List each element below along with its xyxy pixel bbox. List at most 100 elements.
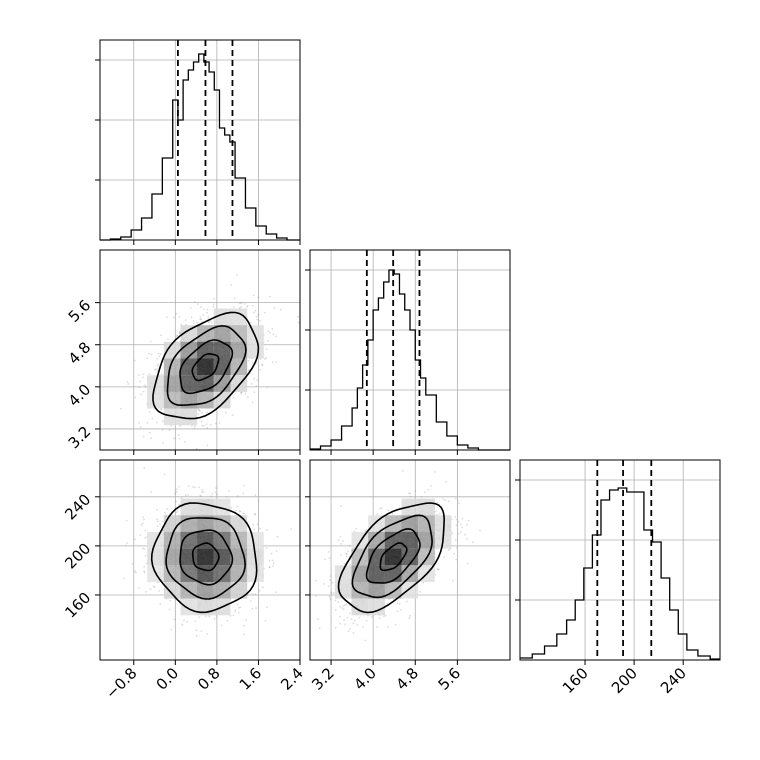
x-tick-label-1-3: 5.6 [435,664,465,694]
scatter-point [408,492,410,495]
density-cell [384,531,402,549]
scatter-point [208,615,211,618]
scatter-point [199,494,202,497]
scatter-point [398,603,401,605]
scatter-point [240,306,242,308]
scatter-point [238,510,241,512]
scatter-point [458,502,460,505]
density-cell [213,325,231,342]
scatter-point [138,374,140,376]
density-cell [163,391,181,409]
scatter-point [254,513,256,516]
scatter-point [144,529,147,532]
scatter-point [166,508,169,511]
scatter-point [271,327,274,330]
scatter-point [414,490,417,492]
contour-level-2 [351,514,433,599]
scatter-point [247,360,250,362]
scatter-point [153,368,156,371]
x-tick-label-0-3: 1.6 [236,664,266,694]
scatter-point [275,550,278,553]
scatter-point [329,575,332,577]
density-cell [213,565,231,582]
scatter-point [264,358,266,360]
scatter-point [199,318,202,321]
scatter-point [455,497,457,500]
scatter-point [178,316,181,318]
y-tick-label-1-0: 3.2 [65,423,95,453]
scatter-point [329,579,331,581]
scatter-point [255,385,258,387]
scatter-point [430,485,432,487]
scatter-point [206,427,209,429]
scatter-point [249,321,252,324]
density-cell [401,531,419,549]
scatter-point [453,552,455,555]
scatter-point [123,577,126,580]
scatter-point [246,593,249,596]
scatter-point [259,368,261,371]
scatter-point [206,411,208,414]
scatter-point [205,423,208,425]
scatter-point [253,528,256,531]
scatter-point [195,321,198,323]
scatter-point [140,393,143,396]
x-tick-label-2-0: 160 [559,664,592,697]
scatter-point [257,296,260,299]
scatter-point [197,408,200,411]
scatter-point [142,516,144,519]
scatter-point [239,510,242,513]
density-cell [230,325,248,342]
scatter-point [242,492,245,495]
scatter-point [134,396,137,399]
scatter-point [343,619,345,621]
scatter-point [169,599,172,602]
scatter-point [212,303,215,306]
scatter-point [269,331,272,334]
scatter-point [175,511,178,514]
scatter-point [208,321,211,323]
scatter-point [184,440,186,443]
contour-level-3 [337,502,446,614]
scatter-point [197,413,200,416]
scatter-point [150,353,153,356]
scatter-point [370,616,373,619]
scatter-point [240,392,242,395]
scatter-point [216,493,218,496]
scatter-point [196,322,199,325]
pair-content [120,274,300,450]
scatter-point [265,357,267,359]
scatter-point [175,500,177,503]
density-cell [368,565,385,582]
scatter-point [259,320,261,322]
scatter-point [272,361,274,364]
scatter-point [155,508,158,511]
scatter-point [424,491,426,494]
scatter-point [451,579,454,582]
scatter-point [162,529,164,532]
scatter-point [187,485,190,487]
y-tick-label-2-2: 240 [61,490,94,523]
scatter-point [142,376,144,379]
density-cell [213,341,231,359]
density-cell [180,408,198,426]
scatter-point [159,603,162,606]
scatter-point [365,619,368,622]
scatter-point [342,540,344,542]
scatter-point [124,544,127,547]
pair-panel-0-2 [95,459,301,665]
scatter-point [394,623,397,626]
hist-panel-2 [515,459,721,665]
density-cell [247,565,264,582]
contour-level-1 [179,529,234,586]
scatter-point [207,315,210,318]
scatter-point [256,379,259,382]
scatter-point [142,373,145,375]
scatter-point [376,513,379,516]
scatter-point [401,469,404,472]
scatter-point [380,507,383,509]
x-tick-label-0-2: 0.8 [194,664,224,694]
scatter-point [314,579,317,582]
scatter-point [466,523,469,526]
scatter-point [149,431,151,434]
